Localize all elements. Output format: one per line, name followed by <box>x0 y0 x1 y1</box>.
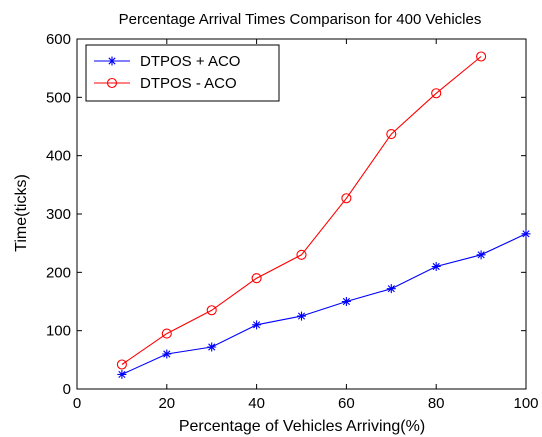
data-point-1 <box>521 229 531 239</box>
data-point-2 <box>296 249 307 260</box>
y-tick-label: 200 <box>46 264 71 281</box>
chart-title: Percentage Arrival Times Comparison for … <box>119 11 482 28</box>
series-line-1 <box>121 233 527 375</box>
data-point-2 <box>206 305 217 316</box>
data-point-2 <box>431 88 442 99</box>
legend-label-2: DTPOS - ACO <box>140 75 237 92</box>
y-tick-label: 500 <box>46 89 71 106</box>
plot-area: 0 20 40 60 80 100 0 100 200 300 400 500 600 DTPOS + A… <box>46 31 539 412</box>
data-point-1 <box>386 284 396 294</box>
data-point-1 <box>117 369 127 379</box>
legend-box <box>85 44 280 102</box>
data-point-2 <box>386 129 397 140</box>
data-point-1 <box>341 297 351 306</box>
data-point-1 <box>297 311 306 321</box>
data-point-2 <box>476 51 487 62</box>
data-point-1 <box>476 250 486 260</box>
data-point-1 <box>431 262 441 271</box>
x-tick-label: 100 <box>513 395 538 412</box>
y-tick-label: 300 <box>46 206 71 223</box>
data-point-2 <box>251 273 262 284</box>
data-point-2 <box>116 359 127 370</box>
data-point-1 <box>207 342 217 352</box>
series-line-2 <box>121 56 482 365</box>
legend-label-1: DTPOS + ACO <box>140 53 240 70</box>
x-axis-label: Percentage of Vehicles Arriving(%) <box>179 418 425 435</box>
x-tick-label: 40 <box>248 395 265 412</box>
data-point-1 <box>162 349 172 359</box>
legend-marker-1 <box>107 56 117 66</box>
data-point-2 <box>161 328 172 339</box>
x-tick-label: 20 <box>158 395 175 412</box>
data-point-2 <box>341 193 352 204</box>
data-point-1 <box>252 320 262 330</box>
x-tick-label: 60 <box>338 395 355 412</box>
y-tick-label: 0 <box>63 381 71 398</box>
y-axis-label: Time(ticks) <box>13 174 30 252</box>
y-tick-label: 100 <box>46 323 71 340</box>
y-tick-label: 600 <box>46 31 71 48</box>
x-tick-label: 80 <box>428 395 445 412</box>
y-tick-label: 400 <box>46 148 71 165</box>
x-tick-label: 0 <box>73 395 81 412</box>
legend-marker-2 <box>106 77 118 89</box>
